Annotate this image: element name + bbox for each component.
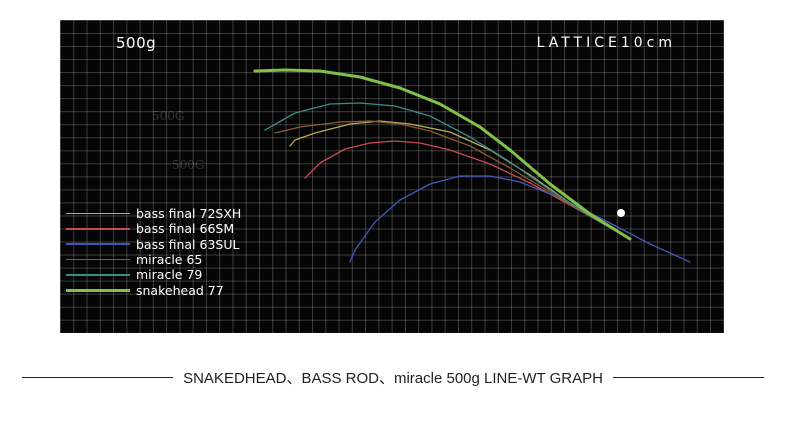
legend-swatch — [66, 288, 130, 292]
legend-label: bass final 63SUL — [136, 236, 240, 252]
caption-rule-right — [612, 376, 765, 378]
legend-label: snakehead 77 — [136, 282, 224, 298]
caption-row: SNAKEDHEAD、BASS ROD、miracle 500g LINE-WT… — [22, 366, 765, 388]
chart-plot — [253, 68, 691, 263]
legend-item: snakehead 77 — [66, 282, 241, 298]
legend-swatch — [66, 243, 130, 245]
ghost-weight-label: 500G — [152, 109, 185, 123]
legend-swatch — [66, 228, 130, 230]
series-line-bass-final-66sm — [304, 140, 631, 240]
chart-subtitle: LATTICE10cm — [536, 35, 676, 51]
series-line-bass-final-72sxh — [289, 120, 631, 240]
legend-item: miracle 79 — [66, 267, 241, 282]
legend-item: miracle 65 — [66, 252, 241, 267]
legend-label: miracle 79 — [136, 267, 203, 283]
legend-item: bass final 63SUL — [66, 237, 241, 252]
series-line-snakehead-77 — [253, 68, 632, 241]
ghost-weight-label: 500G — [172, 158, 205, 172]
legend-swatch — [66, 212, 130, 215]
series-line-miracle-65 — [274, 120, 631, 240]
legend-swatch — [66, 258, 130, 261]
legend-item: bass final 66SM — [66, 221, 241, 236]
rod-tip-marker — [617, 209, 625, 217]
line-weight-chart: 500g LATTICE10cm 500G 500G bass final 72… — [60, 20, 724, 333]
chart-caption: SNAKEDHEAD、BASS ROD、miracle 500g LINE-WT… — [183, 369, 603, 387]
legend-item: bass final 72SXH — [66, 206, 241, 221]
series-line-bass-final-63sul — [349, 175, 691, 263]
legend-label: bass final 66SM — [136, 221, 235, 237]
chart-title: 500g — [116, 34, 157, 52]
series-line-miracle-79 — [264, 102, 631, 240]
legend-swatch — [66, 274, 130, 276]
legend-label: miracle 65 — [136, 252, 203, 268]
caption-rule-left — [22, 376, 174, 378]
legend-label: bass final 72SXH — [136, 206, 242, 222]
chart-legend: bass final 72SXH bass final 66SM bass fina… — [66, 206, 241, 298]
